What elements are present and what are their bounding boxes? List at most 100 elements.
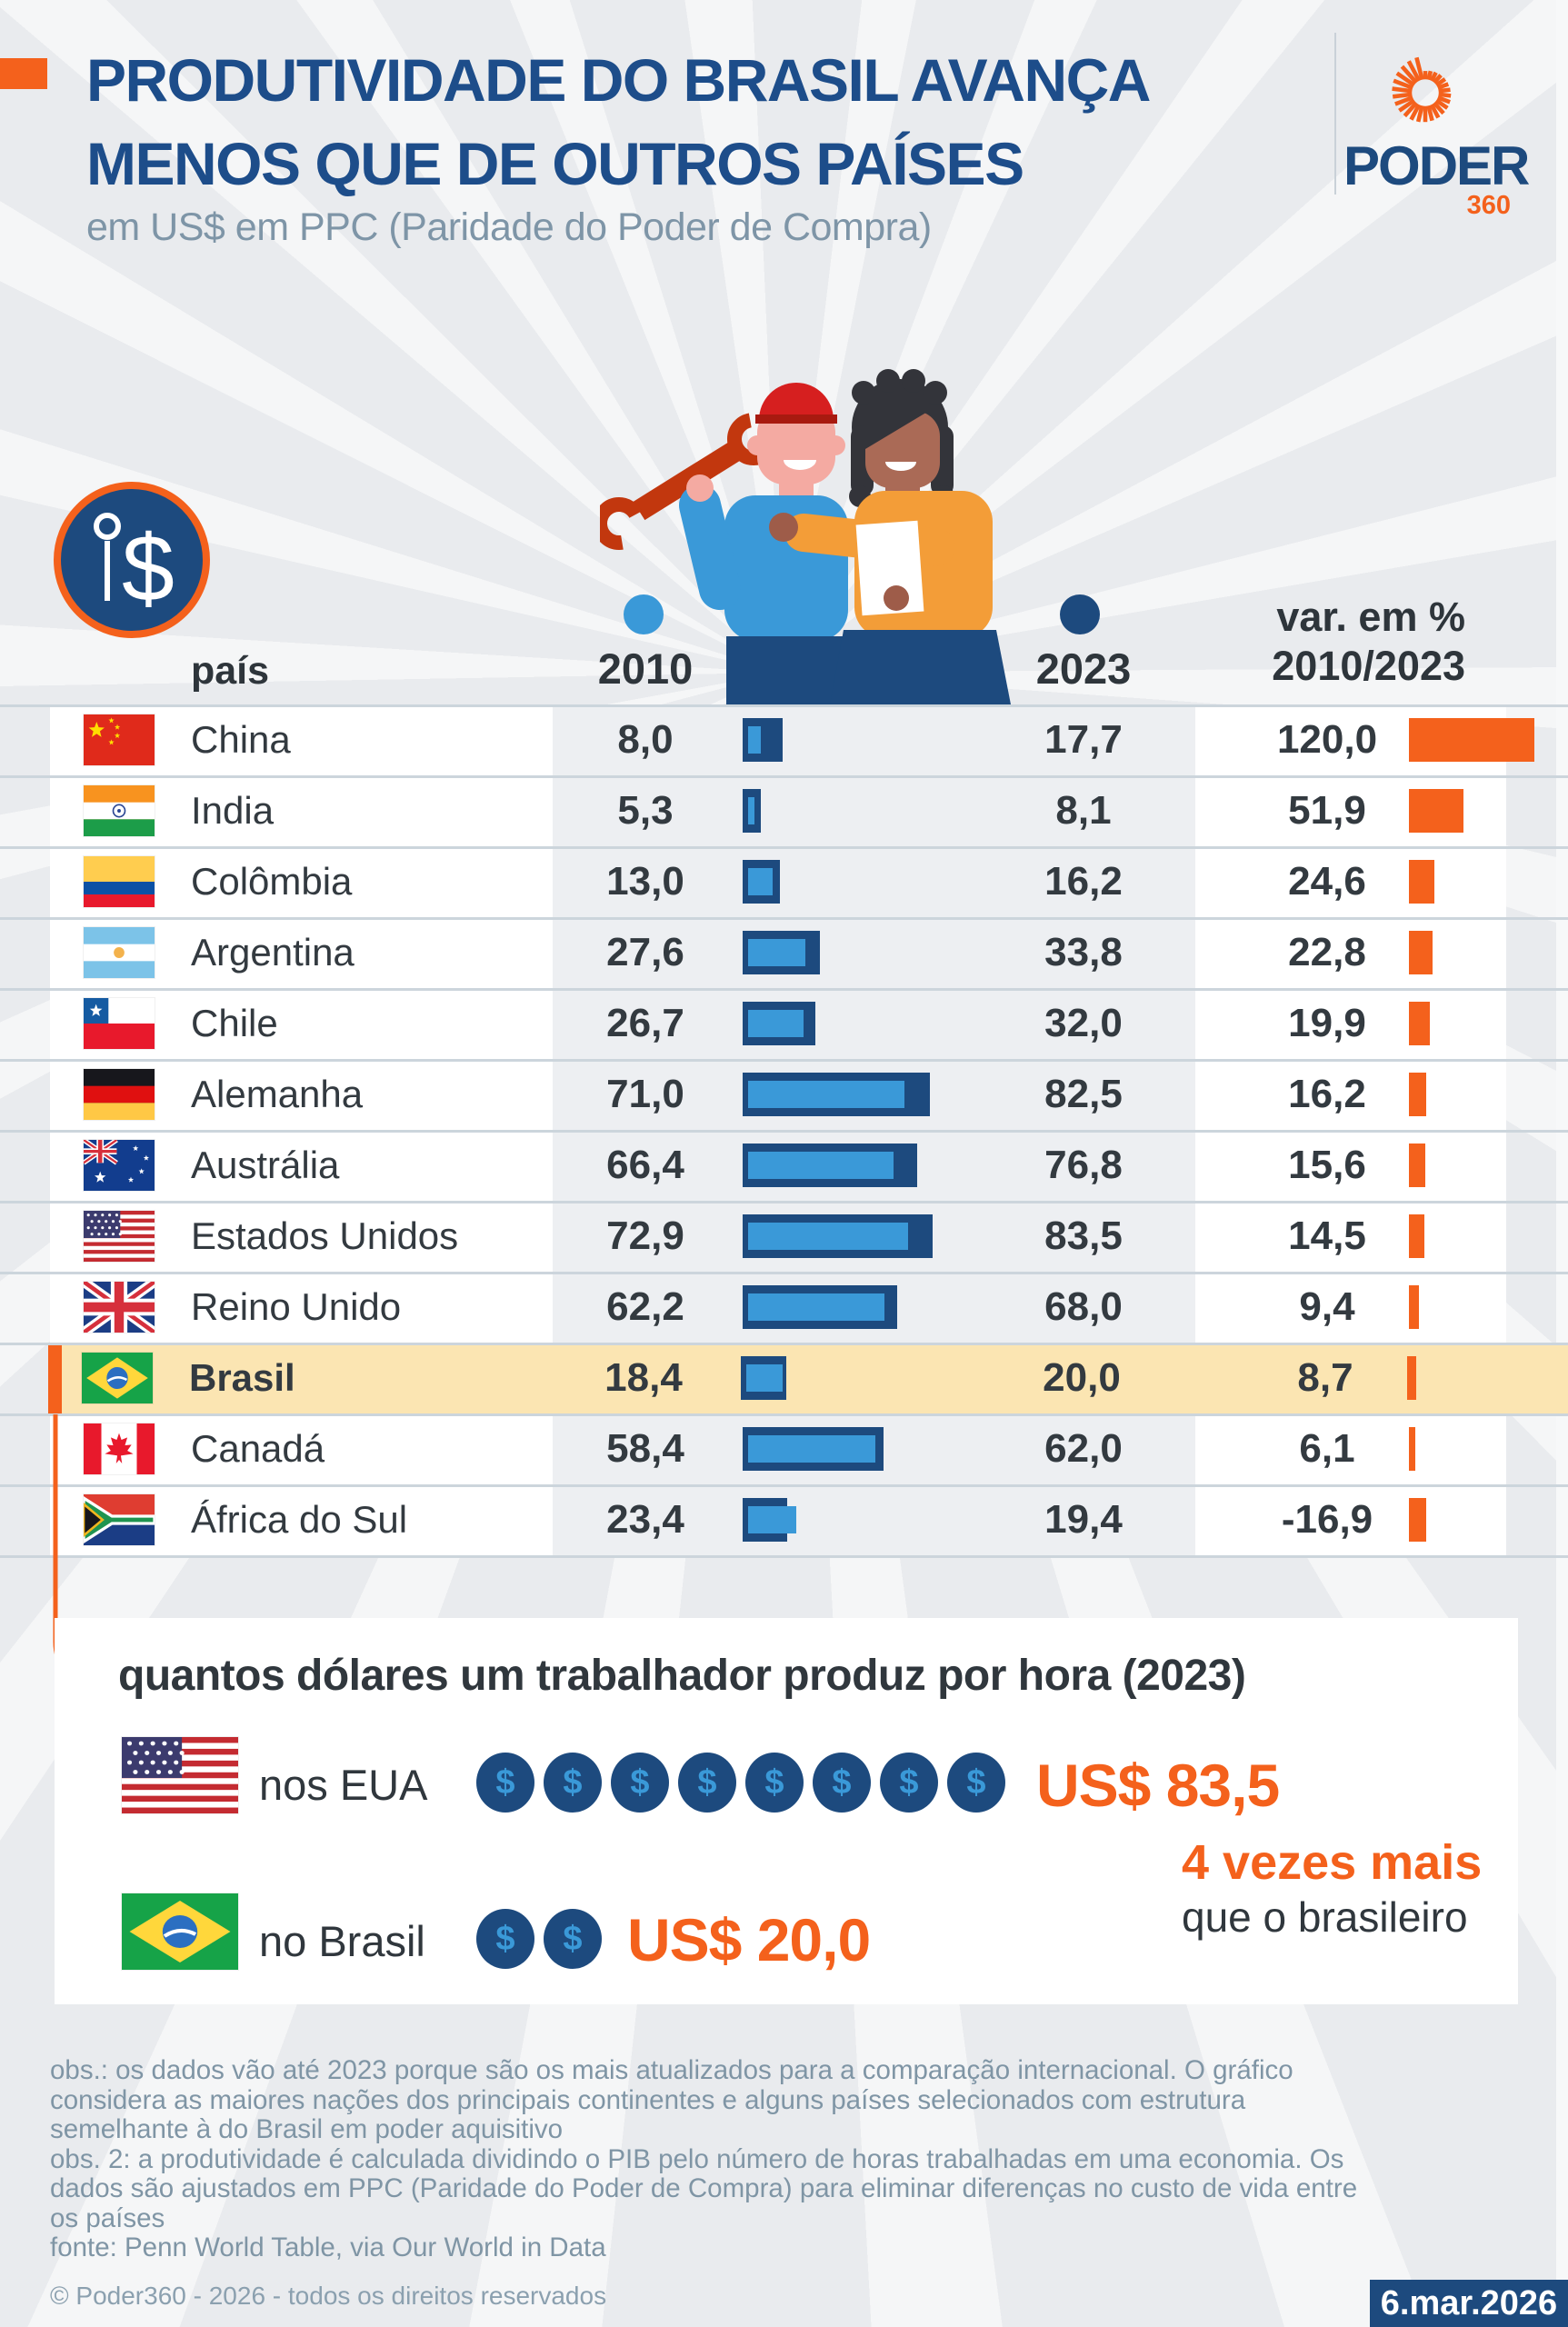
var-bar bbox=[1409, 1427, 1415, 1471]
footnotes: obs.: os dados vão até 2023 porque são o… bbox=[50, 2055, 1358, 2262]
var-bar bbox=[1409, 718, 1534, 762]
value-var: 8,7 bbox=[1297, 1355, 1353, 1400]
column-header-var: var. em % 2010/2023 bbox=[1182, 593, 1465, 691]
value-2010: 5,3 bbox=[617, 788, 674, 833]
value-2023: 76,8 bbox=[1044, 1143, 1123, 1187]
brazil-label: no Brasil bbox=[259, 1917, 425, 1965]
title-line-1: PRODUTIVIDADE DO BRASIL AVANÇA bbox=[86, 46, 1151, 114]
bar-2023 bbox=[743, 718, 784, 762]
var-bar bbox=[1409, 1285, 1419, 1329]
page-title: PRODUTIVIDADE DO BRASIL AVANÇA MENOS QUE… bbox=[86, 38, 1268, 205]
var-bar bbox=[1409, 1498, 1427, 1542]
row-separator bbox=[0, 846, 1568, 849]
table-row: África do Sul 23,4 19,4 -16,9 bbox=[50, 1484, 1506, 1555]
dollar-coin-icon: $ bbox=[678, 1753, 736, 1813]
column-header-country: país bbox=[191, 649, 270, 693]
flag-co-icon bbox=[84, 856, 155, 907]
value-2023: 32,0 bbox=[1044, 1001, 1123, 1045]
flag-ar-icon bbox=[84, 927, 155, 978]
row-separator bbox=[0, 1555, 1568, 1558]
bar-2010 bbox=[746, 1364, 783, 1392]
var-header-line-1: var. em % bbox=[1276, 594, 1465, 640]
date-badge: 6.mar.2026 bbox=[1370, 2280, 1568, 2327]
callout-line-1: 4 vezes mais bbox=[1182, 1835, 1483, 1890]
worker-man bbox=[679, 383, 848, 704]
country-name: India bbox=[191, 789, 275, 832]
var-bar bbox=[1409, 1144, 1425, 1187]
bar-2023 bbox=[743, 1073, 931, 1116]
row-middle-band bbox=[553, 988, 1195, 1059]
worker-dollar-icon: $ bbox=[54, 482, 210, 638]
panel-heading: quantos dólares um trabalhador produz po… bbox=[118, 1652, 1246, 1700]
value-2010: 71,0 bbox=[606, 1072, 684, 1116]
value-2010: 62,2 bbox=[606, 1284, 684, 1329]
row-middle-band bbox=[553, 917, 1195, 988]
country-name: Colômbia bbox=[191, 860, 353, 903]
sunburst-icon bbox=[1392, 56, 1452, 123]
table-row: Estados Unidos 72,9 83,5 14,5 bbox=[50, 1201, 1506, 1272]
value-var: 14,5 bbox=[1288, 1213, 1366, 1258]
cropped-right-column bbox=[1556, 0, 1568, 2327]
value-2010: 72,9 bbox=[606, 1213, 684, 1258]
bar-2023 bbox=[743, 1144, 917, 1187]
bar-2023 bbox=[743, 1498, 796, 1542]
dollar-coin-icon: $ bbox=[611, 1753, 669, 1813]
bar-2023 bbox=[743, 1002, 815, 1045]
column-header-2010: 2010 bbox=[597, 644, 694, 693]
row-separator bbox=[0, 917, 1568, 920]
flag-us-icon bbox=[84, 1211, 155, 1262]
usa-coins: $ $ $ $ $ $ $ $ bbox=[476, 1753, 1005, 1813]
table-row: Chile 26,7 32,0 19,9 bbox=[50, 988, 1506, 1059]
table-row: China 8,0 17,7 120,0 bbox=[50, 704, 1534, 775]
country-name: Estados Unidos bbox=[191, 1214, 459, 1257]
flag-gb-icon bbox=[84, 1282, 155, 1333]
title-line-2: MENOS QUE DE OUTROS PAÍSES bbox=[86, 130, 1024, 197]
value-2010: 18,4 bbox=[604, 1355, 683, 1400]
brasil-accent-bar bbox=[48, 1343, 62, 1413]
var-bar bbox=[1409, 1002, 1430, 1045]
bar-2010 bbox=[748, 1506, 796, 1533]
value-var: 120,0 bbox=[1276, 717, 1378, 762]
row-middle-band bbox=[553, 846, 1195, 917]
country-name: Brasil bbox=[189, 1356, 295, 1399]
country-name: Canadá bbox=[191, 1427, 325, 1470]
bottom-panel: quantos dólares um trabalhador produz po… bbox=[55, 1618, 1518, 2004]
value-2023: 19,4 bbox=[1044, 1497, 1123, 1542]
value-2010: 58,4 bbox=[606, 1426, 684, 1471]
dollar-coin-icon: $ bbox=[745, 1753, 804, 1813]
bar-2010 bbox=[748, 797, 755, 824]
country-name: Argentina bbox=[191, 931, 355, 974]
row-separator bbox=[0, 1413, 1568, 1416]
var-header-line-2: 2010/2023 bbox=[1272, 643, 1465, 689]
row-separator bbox=[0, 1272, 1568, 1274]
bar-2023 bbox=[743, 1427, 884, 1471]
bar-2023 bbox=[743, 1285, 897, 1329]
var-bar bbox=[1409, 1073, 1426, 1116]
bar-2010 bbox=[748, 868, 773, 895]
dollar-coin-icon: $ bbox=[947, 1753, 1005, 1813]
dollar-coin-icon: $ bbox=[544, 1753, 602, 1813]
logo-360-suffix: 360 bbox=[1466, 191, 1511, 220]
value-var: 51,9 bbox=[1288, 788, 1366, 833]
flag-za-icon bbox=[84, 1494, 155, 1545]
value-2023: 83,5 bbox=[1044, 1213, 1123, 1258]
flag-ca-icon bbox=[84, 1423, 155, 1474]
logo-wordmark: PODER bbox=[1343, 135, 1530, 196]
dollar-coin-icon: $ bbox=[544, 1909, 602, 1969]
flag-cn-icon bbox=[84, 714, 155, 765]
value-2023: 17,7 bbox=[1044, 717, 1123, 762]
value-var: 24,6 bbox=[1288, 859, 1366, 904]
brazil-coins: $ $ bbox=[476, 1909, 602, 1969]
dollar-coin-icon: $ bbox=[476, 1909, 534, 1969]
value-2023: 68,0 bbox=[1044, 1284, 1123, 1329]
bar-2023 bbox=[741, 1356, 786, 1400]
row-separator bbox=[0, 1201, 1568, 1203]
table-row: Argentina 27,6 33,8 22,8 bbox=[50, 917, 1506, 988]
bar-2010 bbox=[748, 1223, 909, 1250]
value-2010: 27,6 bbox=[606, 930, 684, 974]
var-bar bbox=[1407, 1356, 1416, 1400]
value-2010: 23,4 bbox=[606, 1497, 684, 1542]
value-2023: 62,0 bbox=[1044, 1426, 1123, 1471]
row-separator bbox=[0, 1484, 1568, 1487]
value-2023: 20,0 bbox=[1043, 1355, 1121, 1400]
